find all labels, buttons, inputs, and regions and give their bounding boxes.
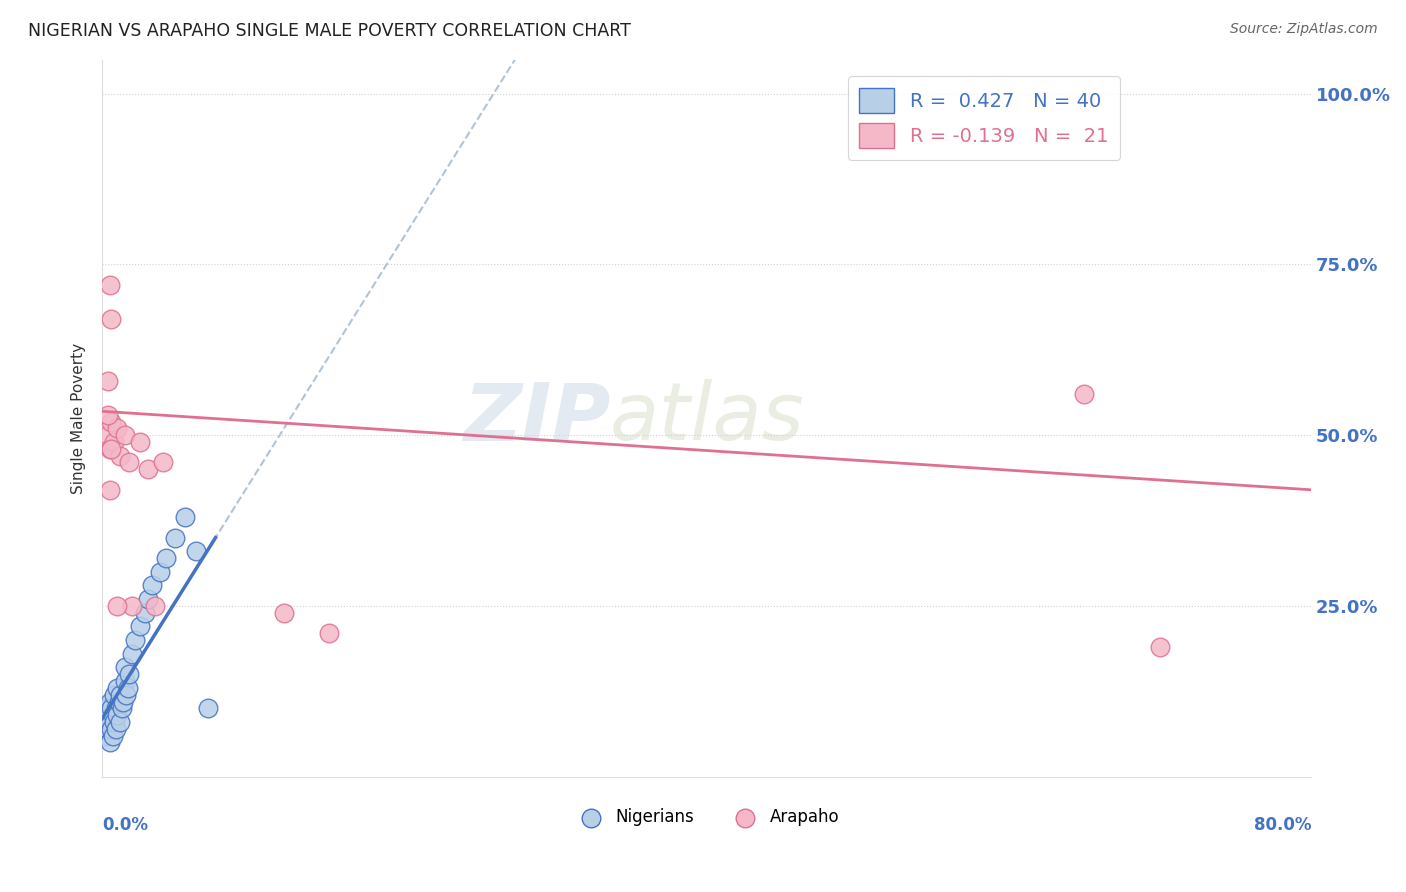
Point bbox=[115, 688, 138, 702]
Point bbox=[118, 455, 141, 469]
Point bbox=[149, 565, 172, 579]
Point bbox=[98, 483, 121, 497]
Point bbox=[105, 421, 128, 435]
Point bbox=[114, 428, 136, 442]
Point bbox=[103, 714, 125, 729]
Point bbox=[184, 544, 207, 558]
Point bbox=[96, 729, 118, 743]
Point bbox=[104, 701, 127, 715]
Text: 80.0%: 80.0% bbox=[1254, 816, 1312, 834]
Point bbox=[143, 599, 166, 613]
Text: atlas: atlas bbox=[610, 379, 804, 457]
Point bbox=[129, 435, 152, 450]
Point bbox=[98, 714, 121, 729]
Point bbox=[121, 647, 143, 661]
Point bbox=[273, 606, 295, 620]
Point bbox=[124, 633, 146, 648]
Point bbox=[1149, 640, 1171, 654]
Point bbox=[114, 660, 136, 674]
Point bbox=[97, 722, 120, 736]
Point bbox=[141, 578, 163, 592]
Point bbox=[129, 619, 152, 633]
Point bbox=[96, 701, 118, 715]
Point bbox=[100, 312, 122, 326]
Point bbox=[108, 694, 131, 708]
Legend: Nigerians, Arapaho: Nigerians, Arapaho bbox=[568, 802, 846, 833]
Point bbox=[97, 374, 120, 388]
Text: NIGERIAN VS ARAPAHO SINGLE MALE POVERTY CORRELATION CHART: NIGERIAN VS ARAPAHO SINGLE MALE POVERTY … bbox=[28, 22, 631, 40]
Point bbox=[103, 435, 125, 450]
Point bbox=[110, 688, 132, 702]
Point bbox=[152, 455, 174, 469]
Point bbox=[118, 667, 141, 681]
Point bbox=[117, 681, 139, 695]
Point bbox=[105, 708, 128, 723]
Point bbox=[100, 722, 122, 736]
Point bbox=[98, 735, 121, 749]
Point bbox=[98, 694, 121, 708]
Point bbox=[114, 673, 136, 688]
Point bbox=[134, 606, 156, 620]
Point bbox=[110, 449, 132, 463]
Point bbox=[97, 708, 120, 723]
Point bbox=[136, 592, 159, 607]
Point bbox=[98, 277, 121, 292]
Point bbox=[136, 462, 159, 476]
Point bbox=[1073, 387, 1095, 401]
Point bbox=[103, 688, 125, 702]
Point bbox=[105, 599, 128, 613]
Point bbox=[101, 708, 124, 723]
Point bbox=[112, 694, 135, 708]
Point bbox=[98, 442, 121, 456]
Point bbox=[100, 442, 122, 456]
Point bbox=[97, 408, 120, 422]
Point bbox=[121, 599, 143, 613]
Point bbox=[101, 729, 124, 743]
Point bbox=[155, 551, 177, 566]
Point bbox=[100, 415, 122, 429]
Text: 0.0%: 0.0% bbox=[103, 816, 148, 834]
Point bbox=[104, 722, 127, 736]
Point bbox=[318, 626, 340, 640]
Point bbox=[105, 681, 128, 695]
Point bbox=[163, 531, 186, 545]
Text: ZIP: ZIP bbox=[463, 379, 610, 457]
Y-axis label: Single Male Poverty: Single Male Poverty bbox=[72, 343, 86, 493]
Point bbox=[110, 714, 132, 729]
Point bbox=[197, 701, 219, 715]
Point bbox=[94, 714, 117, 729]
Point bbox=[100, 701, 122, 715]
Text: Source: ZipAtlas.com: Source: ZipAtlas.com bbox=[1230, 22, 1378, 37]
Point bbox=[97, 428, 120, 442]
Point bbox=[174, 510, 197, 524]
Point bbox=[111, 701, 134, 715]
